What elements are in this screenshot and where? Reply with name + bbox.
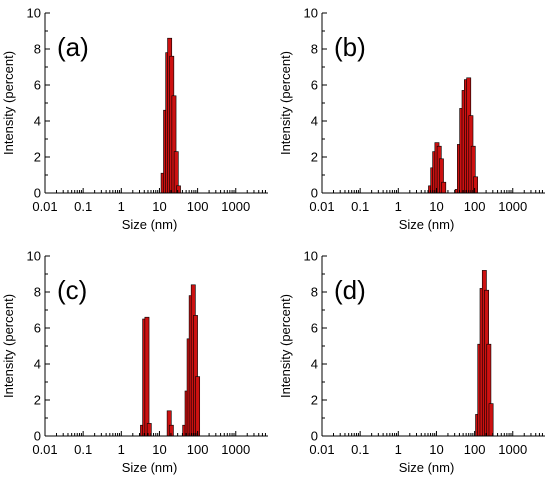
y-tick-label: 8 [311, 285, 318, 300]
bar [473, 176, 478, 194]
y-tick-label: 4 [34, 114, 41, 129]
y-tick-label: 4 [34, 357, 41, 372]
bar [144, 316, 150, 437]
y-axis-title: Intensity (percent) [1, 294, 16, 398]
x-tick-label: 1 [395, 442, 402, 457]
x-tick-label: 0.1 [74, 199, 92, 214]
y-tick-label: 8 [311, 42, 318, 57]
bar [441, 181, 447, 194]
x-tick-label: 0.01 [32, 199, 57, 214]
x-tick-label: 1000 [498, 442, 527, 457]
y-tick-label: 4 [311, 357, 318, 372]
y-tick-label: 10 [304, 249, 318, 264]
x-tick-label: 1000 [221, 442, 250, 457]
y-tick-label: 8 [34, 285, 41, 300]
x-tick-label: 1 [118, 442, 125, 457]
x-axis-title: Size (nm) [399, 460, 455, 475]
y-axis-title: Intensity (percent) [1, 51, 16, 155]
y-tick-label: 2 [311, 393, 318, 408]
x-tick-label: 0.1 [74, 442, 92, 457]
y-tick-label: 8 [34, 42, 41, 57]
y-tick-label: 6 [311, 78, 318, 93]
x-tick-label: 0.01 [309, 199, 334, 214]
x-tick-label: 100 [464, 199, 486, 214]
x-tick-label: 100 [464, 442, 486, 457]
chart-panel-4: 0 2 4 6 8 10 0.01 0.1 1 10 100 1000 Size (nm) Intensi… [278, 249, 545, 475]
bar [195, 376, 201, 437]
x-tick-label: 10 [429, 442, 443, 457]
panel-label: (b) [334, 32, 366, 62]
y-tick-label: 0 [311, 429, 318, 444]
x-tick-label: 1 [395, 199, 402, 214]
y-axis-title: Intensity (percent) [278, 51, 293, 155]
x-tick-label: 1000 [221, 199, 250, 214]
y-tick-label: 2 [34, 150, 41, 165]
y-axis-title: Intensity (percent) [278, 294, 293, 398]
y-tick-label: 0 [34, 186, 41, 201]
x-axis-title: Size (nm) [122, 460, 178, 475]
x-tick-label: 10 [152, 199, 166, 214]
y-tick-label: 6 [34, 78, 41, 93]
x-tick-label: 10 [429, 199, 443, 214]
x-tick-label: 100 [187, 199, 209, 214]
x-axis-title: Size (nm) [399, 217, 455, 232]
y-tick-label: 6 [34, 321, 41, 336]
y-tick-label: 10 [304, 6, 318, 21]
chart-panel-2: 0 2 4 6 8 10 0.01 0.1 1 10 100 1000 Size (nm) Intensi… [278, 6, 545, 232]
chart-panel-1: 0 2 4 6 8 10 0.01 0.1 1 10 100 1000 Size (nm) Intensi… [1, 6, 268, 232]
chart-panel-3: 0 2 4 6 8 10 0.01 0.1 1 10 100 1000 Size (nm) Intensi… [1, 249, 268, 475]
x-tick-label: 0.1 [351, 442, 369, 457]
y-tick-label: 0 [311, 186, 318, 201]
panel-label: (c) [57, 275, 87, 305]
y-tick-label: 10 [27, 6, 41, 21]
x-axis-title: Size (nm) [122, 217, 178, 232]
y-tick-label: 6 [311, 321, 318, 336]
y-tick-label: 2 [34, 393, 41, 408]
bar [176, 185, 181, 194]
panel-label: (d) [334, 275, 366, 305]
y-tick-label: 4 [311, 114, 318, 129]
bar [488, 403, 494, 437]
x-tick-label: 1000 [498, 199, 527, 214]
panel-label: (a) [57, 32, 89, 62]
y-tick-label: 10 [27, 249, 41, 264]
x-tick-label: 10 [152, 442, 166, 457]
x-tick-label: 1 [118, 199, 125, 214]
y-tick-label: 0 [34, 429, 41, 444]
x-tick-label: 0.1 [351, 199, 369, 214]
x-tick-label: 100 [187, 442, 209, 457]
x-tick-label: 0.01 [32, 442, 57, 457]
x-tick-label: 0.01 [309, 442, 334, 457]
y-tick-label: 2 [311, 150, 318, 165]
